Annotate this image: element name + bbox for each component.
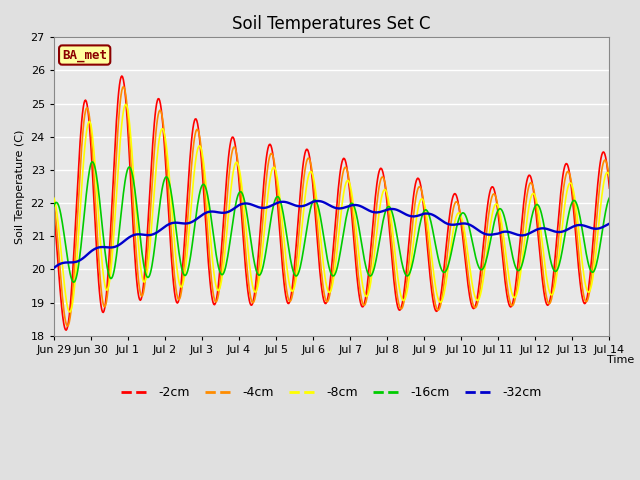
- Title: Soil Temperatures Set C: Soil Temperatures Set C: [232, 15, 431, 33]
- Text: BA_met: BA_met: [62, 48, 107, 61]
- Legend: -2cm, -4cm, -8cm, -16cm, -32cm: -2cm, -4cm, -8cm, -16cm, -32cm: [116, 381, 547, 404]
- X-axis label: Time: Time: [607, 355, 634, 365]
- Y-axis label: Soil Temperature (C): Soil Temperature (C): [15, 129, 25, 244]
